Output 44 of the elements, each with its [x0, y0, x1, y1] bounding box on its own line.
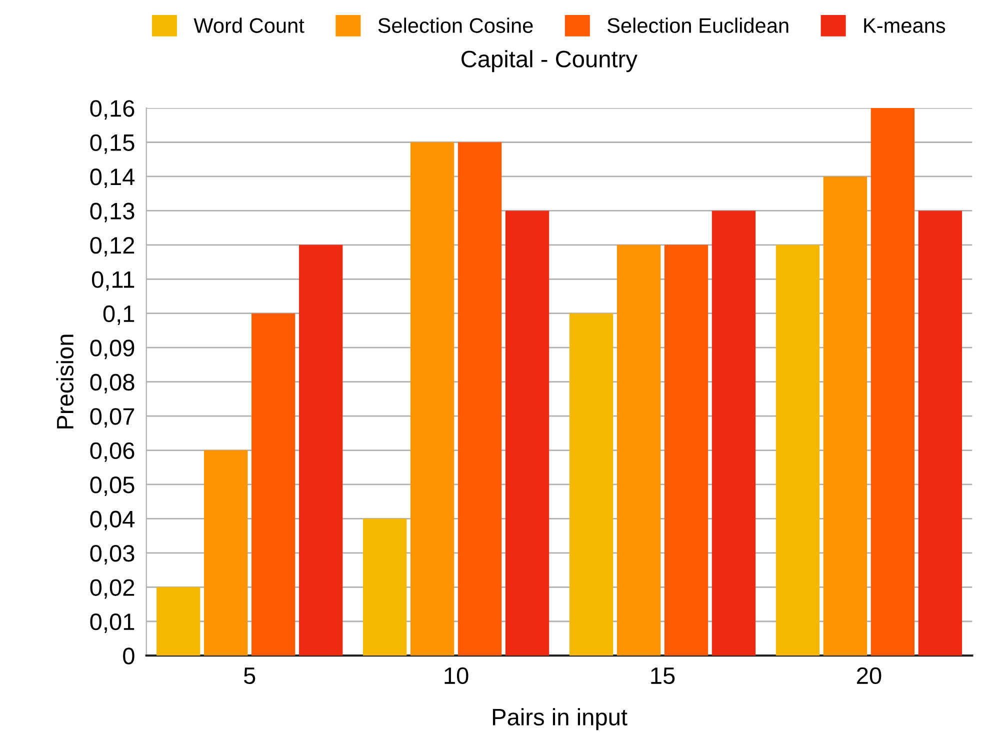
- x-tick-label: 5: [244, 668, 256, 684]
- bar: [870, 108, 915, 656]
- bar: [776, 244, 820, 656]
- legend-label: Selection Euclidean: [608, 18, 788, 33]
- y-tick-label: 0: [123, 648, 134, 664]
- x-tick-label: 15: [651, 668, 675, 684]
- bar: [823, 176, 868, 656]
- bar: [918, 210, 962, 656]
- y-tick-label: 0,01: [90, 613, 134, 633]
- y-tick-label: 0,14: [90, 168, 135, 188]
- x-tick-label: 20: [857, 667, 882, 684]
- y-tick-label: 0,06: [90, 442, 134, 462]
- bar: [410, 142, 454, 656]
- bar: [569, 313, 614, 656]
- bar: [298, 244, 343, 656]
- x-tick-label: 10: [444, 667, 468, 684]
- bar: [252, 313, 296, 656]
- y-tick-label: 0,13: [90, 202, 134, 222]
- legend-label: Word Count: [194, 18, 304, 33]
- legend-label: K-means: [864, 18, 946, 33]
- bar: [156, 587, 200, 656]
- bar: [616, 244, 661, 656]
- bar: [712, 210, 756, 656]
- y-axis-title: Precision: [56, 334, 74, 428]
- y-tick-label: 0,07: [90, 408, 134, 428]
- y-tick-label: 0,16: [90, 100, 134, 120]
- x-axis-title: Pairs in input: [492, 708, 628, 730]
- y-tick-label: 0,05: [90, 476, 134, 496]
- y-tick-label: 0,15: [90, 134, 134, 154]
- y-tick-label: 0,09: [90, 340, 134, 360]
- y-tick-label: 0,12: [90, 236, 134, 256]
- legend-label: Selection Cosine: [378, 18, 533, 33]
- y-tick-label: 0,04: [90, 510, 135, 530]
- bar: [664, 244, 708, 656]
- bar: [458, 142, 502, 656]
- y-tick-label: 0,1: [103, 305, 134, 325]
- y-tick-label: 0,02: [90, 579, 134, 599]
- chart-title: Capital - Country: [462, 50, 638, 72]
- bar: [204, 450, 248, 656]
- y-tick-label: 0,08: [90, 374, 134, 394]
- y-tick-label: 0,11: [92, 271, 134, 291]
- bar: [505, 210, 550, 656]
- bar: [362, 518, 407, 656]
- y-tick-label: 0,03: [90, 545, 134, 565]
